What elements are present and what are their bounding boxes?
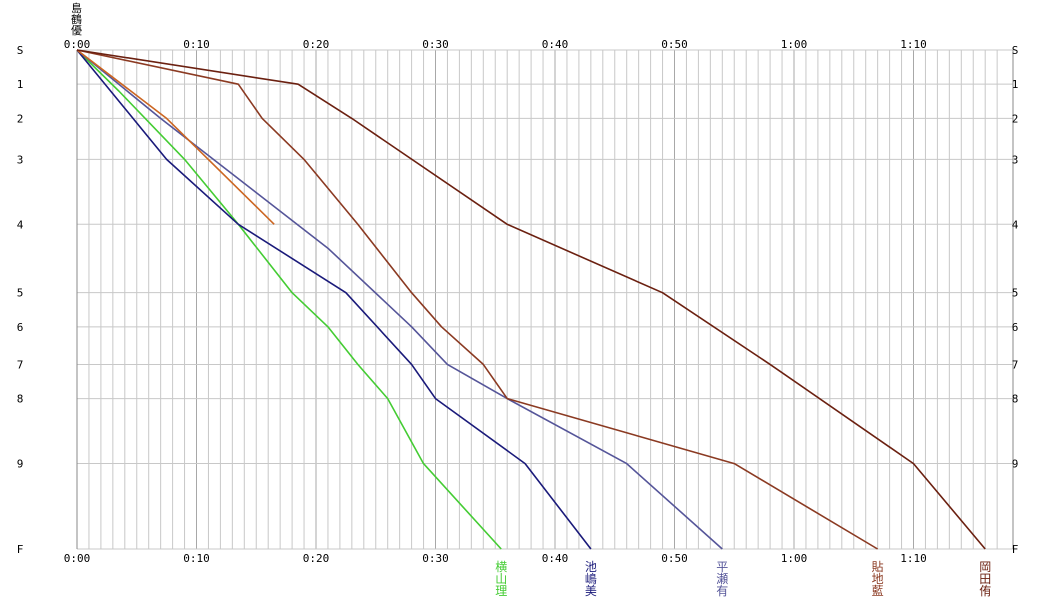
station-axis-left: S 1 2 3 4 5 6 7 8 9 F bbox=[17, 44, 24, 556]
x-tick-label-bottom: 0:30 bbox=[422, 552, 449, 565]
x-tick-label-bottom: 0:10 bbox=[183, 552, 210, 565]
station-label-left: S bbox=[17, 44, 24, 57]
runner-line bbox=[76, 49, 986, 550]
x-tick-label-top: 0:30 bbox=[422, 38, 449, 51]
runner-name-char: 平 bbox=[716, 560, 728, 574]
runner-name-char: 岡 bbox=[979, 560, 991, 574]
station-label-right: F bbox=[1012, 543, 1019, 556]
station-label-left: 3 bbox=[17, 153, 24, 166]
station-label-left: 8 bbox=[17, 393, 24, 406]
station-label-right: S bbox=[1012, 44, 1019, 57]
x-tick-label-top: 0:40 bbox=[542, 38, 569, 51]
x-axis-bottom-ticks: 0:00 0:10 0:20 0:30 0:40 0:50 1:00 1:10 bbox=[64, 552, 927, 565]
runner-line bbox=[76, 49, 275, 225]
station-label-right: 6 bbox=[1012, 321, 1019, 334]
station-label-left: F bbox=[17, 543, 24, 556]
runner-name-char: 侑 bbox=[979, 584, 991, 598]
station-label-right: 7 bbox=[1012, 358, 1019, 371]
runner-name-char: 池 bbox=[585, 560, 597, 574]
runner-name-char: 地 bbox=[872, 572, 884, 586]
runner-name-char: 瀬 bbox=[716, 572, 728, 586]
top-name-char: 鶴 bbox=[71, 12, 82, 26]
runner-name-char: 山 bbox=[495, 572, 507, 586]
x-tick-label-bottom: 1:10 bbox=[900, 552, 927, 565]
station-label-left: 5 bbox=[17, 287, 24, 300]
station-label-right: 8 bbox=[1012, 393, 1019, 406]
runner-series bbox=[76, 49, 986, 550]
runner-name-labels: 横山理 池嶋美 平瀬有 貼地藍 岡田侑 bbox=[495, 559, 991, 598]
x-tick-label-bottom: 0:40 bbox=[542, 552, 569, 565]
top-name-char: 優 bbox=[71, 24, 82, 37]
runner-name-char: 貼 bbox=[872, 559, 884, 574]
station-label-right: 5 bbox=[1012, 287, 1019, 300]
top-name-char: 島 bbox=[71, 1, 82, 15]
station-axis-right: S 1 2 3 4 5 6 7 8 9 F bbox=[1012, 44, 1019, 556]
station-label-left: 7 bbox=[17, 358, 24, 371]
x-tick-label-top: 0:00 bbox=[64, 38, 91, 51]
x-tick-label-bottom: 0:50 bbox=[661, 552, 688, 565]
station-label-left: 9 bbox=[17, 458, 24, 471]
station-label-right: 3 bbox=[1012, 153, 1019, 166]
station-label-right: 4 bbox=[1012, 218, 1019, 231]
x-tick-label-bottom: 0:20 bbox=[303, 552, 330, 565]
station-label-left: 6 bbox=[17, 321, 24, 334]
runner-line bbox=[76, 49, 502, 550]
runner-line bbox=[76, 49, 592, 550]
runner-name-char: 理 bbox=[495, 584, 507, 598]
chart-grid bbox=[76, 49, 1014, 550]
runner-name-char: 横 bbox=[495, 560, 507, 574]
x-tick-label-top: 1:00 bbox=[781, 38, 808, 51]
top-left-name-stack: 島鶴優 bbox=[71, 1, 82, 37]
station-label-right: 2 bbox=[1012, 112, 1019, 125]
x-tick-label-bottom: 0:00 bbox=[64, 552, 91, 565]
station-label-right: 9 bbox=[1012, 458, 1019, 471]
runner-name-char: 藍 bbox=[872, 584, 884, 598]
x-tick-label-top: 1:10 bbox=[900, 38, 927, 51]
station-label-left: 4 bbox=[17, 218, 24, 231]
station-label-left: 2 bbox=[17, 112, 24, 125]
runner-line bbox=[76, 49, 879, 550]
runner-name-char: 嶋 bbox=[585, 572, 597, 586]
x-tick-label-top: 0:20 bbox=[303, 38, 330, 51]
x-tick-label-top: 0:50 bbox=[661, 38, 688, 51]
station-label-left: 1 bbox=[17, 78, 24, 91]
x-tick-label-bottom: 1:00 bbox=[781, 552, 808, 565]
runner-name-char: 美 bbox=[585, 584, 597, 598]
runner-name-char: 田 bbox=[979, 572, 991, 586]
station-label-right: 1 bbox=[1012, 78, 1019, 91]
x-tick-label-top: 0:10 bbox=[183, 38, 210, 51]
x-axis-top-ticks: 0:00 0:10 0:20 0:30 0:40 0:50 1:00 1:10 bbox=[64, 38, 927, 51]
runner-name-char: 有 bbox=[716, 584, 728, 598]
